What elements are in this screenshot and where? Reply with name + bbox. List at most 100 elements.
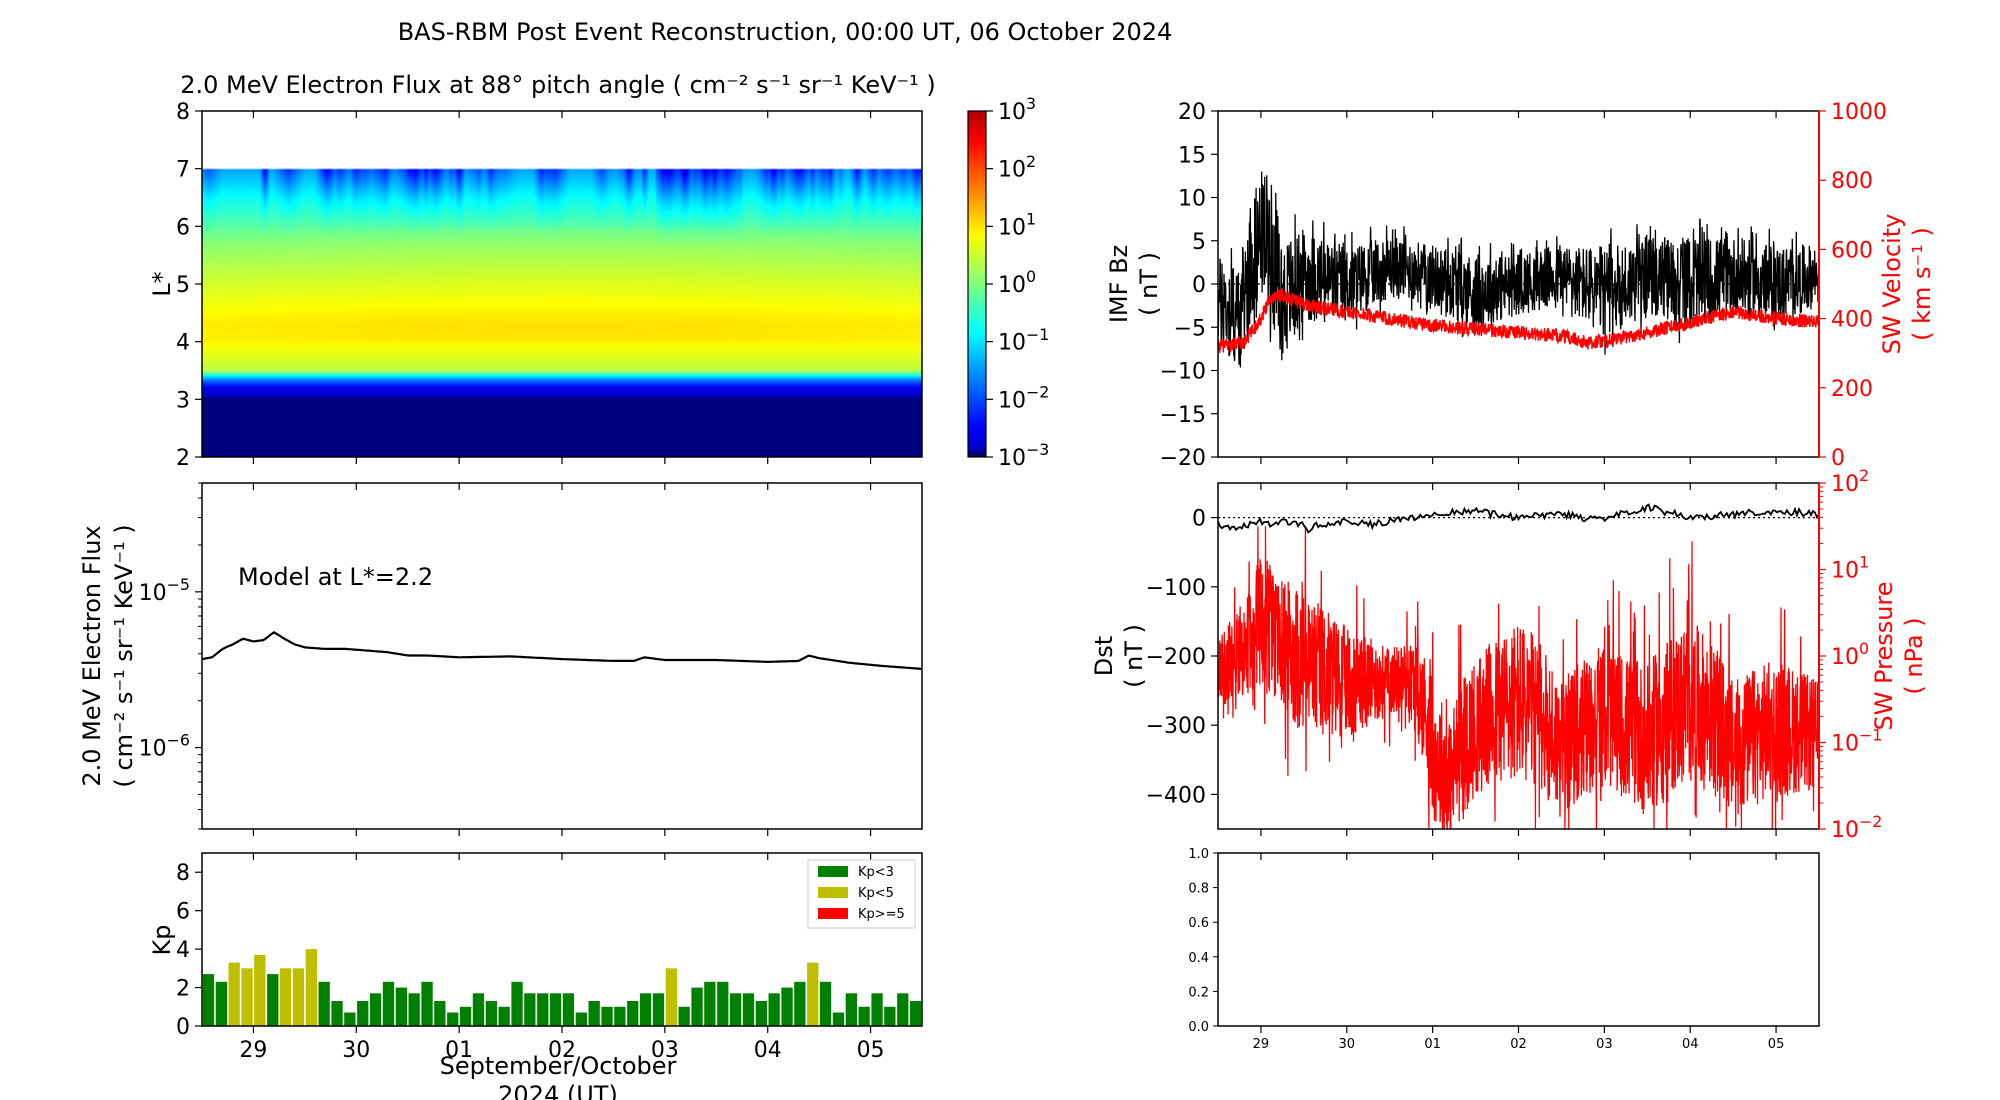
empty-ytick-label: 1.0 xyxy=(1188,847,1209,862)
kp-bar xyxy=(639,993,652,1026)
kp-bar xyxy=(279,968,292,1026)
imf-ytick-label: −10 xyxy=(1160,360,1206,385)
kp-legend-label-mid: Kp<5 xyxy=(858,886,894,901)
kp-bar xyxy=(871,993,883,1026)
kp-bar xyxy=(588,1001,600,1026)
model-flux-yticks: 10−510−6 xyxy=(139,482,202,830)
sw-pressure-ytick-label-exp: 0 xyxy=(1859,639,1869,658)
sw-pressure-ytick-label: 100 xyxy=(1831,639,1869,670)
colorbar-tick-label-exp: 2 xyxy=(1026,152,1036,171)
imf-ytick-label: 0 xyxy=(1192,273,1206,298)
kp-bar xyxy=(755,1001,767,1026)
kp-xtick-label: 02 xyxy=(548,1038,576,1063)
dst-ylabel-line1: Dst xyxy=(1090,636,1118,676)
kp-bar xyxy=(228,962,240,1026)
sw-pressure-ylabel-line1: SW Pressure xyxy=(1870,581,1898,730)
kp-bar xyxy=(575,1012,587,1026)
colorbar-tick-label: 103 xyxy=(998,94,1036,125)
kp-yticks: 0 2 4 6 8 xyxy=(176,861,202,1040)
colorbar-tick-label: 101 xyxy=(998,209,1036,240)
imf-ytick-label: 15 xyxy=(1178,143,1206,168)
kp-bar xyxy=(485,1001,497,1026)
colorbar-tick-label: 10−3 xyxy=(998,440,1049,471)
colorbar-tick-label: 10−1 xyxy=(998,325,1049,356)
flux-heatmap-yticks: 2 3 4 5 6 7 8 xyxy=(176,100,202,471)
kp-ytick-label: 4 xyxy=(176,938,190,963)
imf-ylabel-line2: ( nT ) xyxy=(1135,252,1163,316)
sw-pressure-ytick-label-base: 10 xyxy=(1831,645,1859,670)
imf-xticks xyxy=(1260,111,1777,464)
kp-bar xyxy=(845,993,857,1026)
kp-bar xyxy=(909,1001,922,1026)
model-flux-ytick-label: 10−6 xyxy=(139,731,190,762)
sw-pressure-ytick-label-base: 10 xyxy=(1831,559,1859,584)
sw-pressure-ytick-label: 102 xyxy=(1831,466,1869,497)
model-flux-ytick-label-exp: −5 xyxy=(167,575,190,594)
kp-bar xyxy=(382,981,395,1026)
kp-bar xyxy=(691,987,703,1026)
kp-bar xyxy=(524,993,536,1026)
kp-legend-label-high: Kp>=5 xyxy=(858,907,905,922)
kp-bar xyxy=(562,993,575,1026)
kp-bar xyxy=(202,974,215,1026)
kp-bar xyxy=(357,1001,369,1026)
imf-ytick-label: 5 xyxy=(1192,230,1206,255)
imf-ylabel-line1: IMF Bz xyxy=(1105,245,1133,323)
model-flux-line xyxy=(201,630,923,670)
kp-bar xyxy=(369,993,382,1026)
kp-bar xyxy=(768,993,780,1026)
model-flux-ytick-label-exp: −6 xyxy=(167,731,190,750)
dst-ytick-label: 0 xyxy=(1192,507,1206,532)
sw-pressure-ytick-label: 101 xyxy=(1831,553,1869,584)
kp-bar xyxy=(678,1006,690,1026)
imf-sw-panel: 20 15 10 5 0 −5 −10 −15 −20 1000 800 600 400 200 0 IM… xyxy=(1105,100,1936,471)
kp-xtick-label: 05 xyxy=(857,1038,885,1063)
colorbar-tick-label-exp: −3 xyxy=(1026,440,1049,459)
dst-xticks xyxy=(1260,483,1777,836)
flux-heatmap-ytick-label: 3 xyxy=(176,388,190,413)
sw-pressure-ytick-label-exp: −2 xyxy=(1859,812,1882,831)
flux-heatmap-ytick-label: 5 xyxy=(176,273,190,298)
kp-legend-swatch-high xyxy=(818,908,848,919)
model-flux-ylabel-line2: ( cm⁻² s⁻¹ sr⁻¹ KeV⁻¹ ) xyxy=(110,524,138,787)
flux-heatmap-ytick-label: 6 xyxy=(176,215,190,240)
flux-heatmap-image xyxy=(202,111,922,457)
colorbar-tick-label-exp: −2 xyxy=(1026,382,1049,401)
kp-bar xyxy=(614,1006,626,1026)
flux-heatmap-panel: 2.0 MeV Electron Flux at 88° pitch angle… xyxy=(148,71,1049,471)
kp-bar xyxy=(601,1006,613,1026)
empty-xtick-label: 02 xyxy=(1510,1037,1527,1052)
kp-bar xyxy=(717,981,729,1026)
empty-ytick-label: 0.0 xyxy=(1188,1020,1209,1035)
colorbar-gradient xyxy=(968,111,986,457)
sw-velocity-ytick-label: 1000 xyxy=(1831,100,1887,125)
kp-bar xyxy=(704,981,716,1026)
kp-ytick-label: 6 xyxy=(176,900,190,925)
dst-ytick-label: −100 xyxy=(1146,576,1206,601)
kp-bar xyxy=(627,1001,639,1026)
kp-bar xyxy=(884,1006,896,1026)
kp-ytick-label: 8 xyxy=(176,861,190,886)
kp-xtick-label: 30 xyxy=(342,1038,370,1063)
flux-heatmap-title: 2.0 MeV Electron Flux at 88° pitch angle… xyxy=(180,71,936,99)
kp-bar xyxy=(331,1001,343,1026)
sw-pressure-line xyxy=(1217,526,1820,830)
kp-bar xyxy=(807,962,819,1026)
sw-velocity-line xyxy=(1217,287,1820,353)
kp-bar xyxy=(794,981,806,1026)
empty-ytick-label: 0.6 xyxy=(1188,916,1209,931)
model-flux-annotation: Model at L*=2.2 xyxy=(238,563,433,591)
colorbar-tick-label-base: 10 xyxy=(998,273,1026,298)
kp-bar xyxy=(215,981,227,1026)
colorbar-tick-label: 102 xyxy=(998,152,1036,183)
kp-bar xyxy=(472,993,485,1026)
imf-ytick-label: −20 xyxy=(1160,446,1206,471)
kp-bar xyxy=(858,1006,870,1026)
kp-bar xyxy=(459,1006,472,1026)
kp-bar xyxy=(305,949,317,1026)
kp-xtick-label: 04 xyxy=(754,1038,782,1063)
